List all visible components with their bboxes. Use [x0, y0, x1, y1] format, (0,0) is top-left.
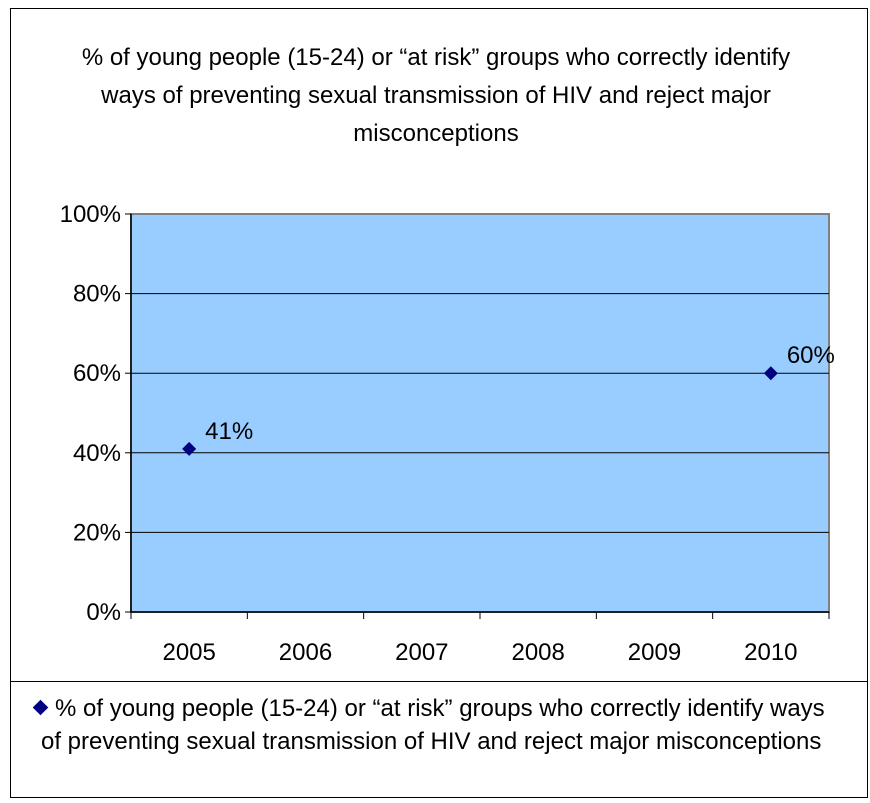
legend-label: % of young people (15-24) or “at risk” g… [41, 695, 825, 755]
data-point [763, 366, 778, 381]
x-tick-label: 2010 [744, 639, 797, 666]
data-label: 41% [205, 418, 253, 445]
chart-title: % of young people (15-24) or “at risk” g… [81, 44, 791, 147]
y-tick-label: 80% [73, 281, 121, 308]
x-tick-label: 2005 [162, 639, 215, 666]
chart-frame: % of young people (15-24) or “at risk” g… [10, 8, 868, 798]
y-tick-label: 20% [73, 519, 121, 546]
x-tick-label: 2007 [395, 639, 448, 666]
x-tick-label: 2006 [279, 639, 332, 666]
data-point [182, 441, 197, 456]
chart-plot: 0% 20% 40% 60% 80% 100% 2005 2006 2007 2008 2009 20… [60, 201, 835, 666]
x-tick-label: 2008 [511, 639, 564, 666]
legend: % of young people (15-24) or “at risk” g… [11, 681, 867, 797]
y-tick-label: 0% [86, 599, 121, 626]
plot-area [130, 213, 830, 613]
data-label: 60% [787, 342, 835, 369]
y-tick-label: 40% [73, 440, 121, 467]
y-tick-label: 60% [73, 360, 121, 387]
x-tick-label: 2009 [628, 639, 681, 666]
y-tick-label: 100% [60, 201, 121, 228]
